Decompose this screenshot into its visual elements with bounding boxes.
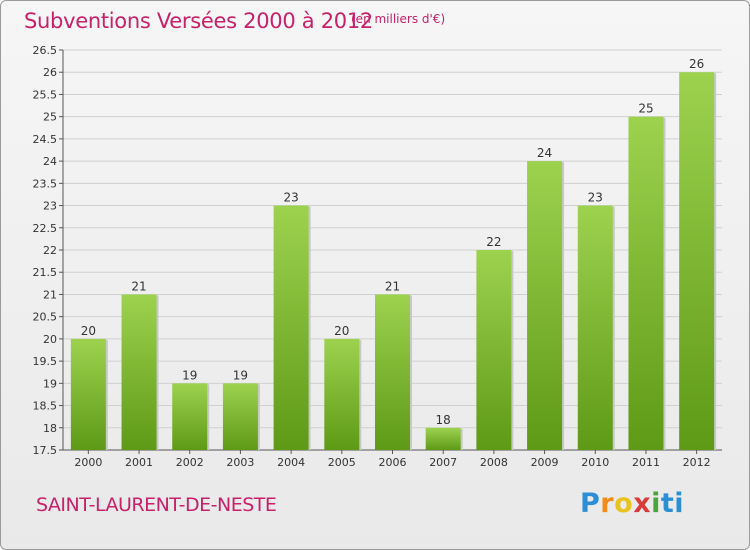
data-label: 26 — [689, 57, 704, 71]
x-tick-label: 2010 — [581, 456, 609, 469]
bar-2003 — [222, 383, 258, 450]
y-tick-label: 18.5 — [33, 400, 58, 413]
y-tick-label: 22 — [43, 244, 57, 257]
y-tick-label: 20.5 — [33, 311, 58, 324]
data-label: 23 — [283, 191, 298, 205]
y-tick-label: 21 — [43, 288, 57, 301]
y-tick-label: 22.5 — [33, 222, 58, 235]
data-label: 23 — [588, 191, 603, 205]
bar-2008 — [476, 250, 512, 450]
data-label: 21 — [131, 279, 146, 293]
x-tick-label: 2004 — [277, 456, 305, 469]
y-tick-label: 26.5 — [33, 44, 58, 57]
commune-name: SAINT-LAURENT-DE-NESTE — [36, 494, 277, 516]
x-tick-label: 2009 — [531, 456, 559, 469]
bar-2009 — [527, 161, 563, 450]
x-tick-label: 2007 — [429, 456, 457, 469]
bar-2000 — [70, 338, 106, 450]
y-tick-label: 18 — [43, 422, 57, 435]
bar-2002 — [172, 383, 208, 450]
bar-2007 — [425, 427, 461, 450]
x-tick-label: 2011 — [632, 456, 660, 469]
y-tick-label: 25.5 — [33, 88, 58, 101]
y-tick-label: 26 — [43, 66, 57, 79]
x-tick-label: 2002 — [176, 456, 204, 469]
data-label: 24 — [537, 146, 552, 160]
data-label: 19 — [233, 368, 248, 382]
bar-2012 — [679, 72, 715, 450]
bar-2006 — [375, 294, 410, 450]
y-tick-label: 25 — [43, 111, 57, 124]
data-label: 25 — [638, 102, 653, 116]
x-tick-label: 2005 — [328, 456, 356, 469]
x-tick-label: 2006 — [379, 456, 407, 469]
bar-2010 — [577, 205, 613, 450]
data-label: 18 — [436, 413, 451, 427]
bar-2004 — [273, 205, 309, 450]
chart-title: Subventions Versées 2000 à 2012 — [24, 9, 373, 33]
x-tick-label: 2003 — [226, 456, 254, 469]
y-tick-label: 20 — [43, 333, 57, 346]
unit-note: (en milliers d'€) — [351, 12, 446, 26]
x-tick-label: 2008 — [480, 456, 508, 469]
data-label: 20 — [334, 324, 349, 338]
axes: 17.5 18 18.5 19 19.5 20 20.5 21 21.5 22 22.5 23 23.5… — [33, 44, 722, 457]
bar-2011 — [628, 116, 664, 451]
bar-2005 — [324, 338, 360, 450]
labels: 20 2000 21 2001 19 2002 19 2003 23 2004 20 2005 21 20… — [74, 57, 710, 469]
data-label: 19 — [182, 368, 197, 382]
proxiti-logo[interactable]: Proxiti — [580, 488, 685, 519]
y-tick-label: 19 — [43, 377, 57, 390]
x-tick-label: 2012 — [683, 456, 711, 469]
bar-2001 — [121, 294, 157, 450]
x-tick-label: 2000 — [74, 456, 102, 469]
y-tick-label: 23 — [43, 200, 57, 213]
y-tick-label: 23.5 — [33, 177, 58, 190]
data-label: 21 — [385, 279, 400, 293]
y-tick-label: 19.5 — [33, 355, 58, 368]
data-label: 20 — [81, 324, 96, 338]
y-tick-label: 21.5 — [33, 266, 58, 279]
y-tick-label: 17.5 — [33, 444, 58, 457]
y-tick-label: 24 — [43, 155, 57, 168]
data-label: 22 — [486, 235, 501, 249]
bars — [70, 72, 717, 451]
y-tick-label: 24.5 — [33, 133, 58, 146]
x-tick-label: 2001 — [125, 456, 153, 469]
